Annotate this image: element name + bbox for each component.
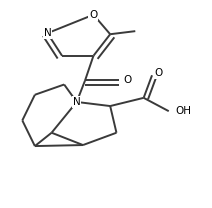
- Text: O: O: [124, 75, 132, 85]
- Text: O: O: [89, 10, 98, 20]
- Text: N: N: [43, 28, 51, 38]
- Text: O: O: [154, 68, 162, 78]
- Text: OH: OH: [175, 106, 191, 116]
- Text: N: N: [73, 97, 81, 107]
